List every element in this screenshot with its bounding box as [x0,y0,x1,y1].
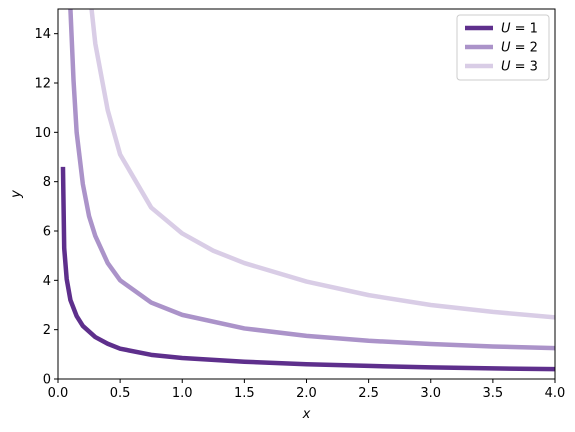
x-tick-label: 3.0 [420,386,441,401]
x-axis: 0.0 0.5 1.0 1.5 2.0 2.5 3.0 3.5 4.0 [48,379,566,401]
x-tick-label: 2.0 [296,386,317,401]
y-tick-label: 6 [43,225,51,240]
x-tick-label: 0.5 [110,386,131,401]
x-tick-label: 2.5 [358,386,379,401]
y-tick-label: 14 [34,27,51,42]
legend: U = 1 U = 2 U = 3 [456,14,550,81]
series-line-u2 [68,9,555,351]
y-tick-label: 2 [43,323,51,338]
y-tick-label: 4 [43,274,51,289]
y-tick-label: 12 [34,77,51,92]
legend-label-u2: U = 2 [501,41,538,56]
x-tick-label: 0.0 [48,386,69,401]
x-tick-label: 3.5 [483,386,504,401]
y-tick-label: 8 [43,175,51,190]
y-axis-label: y [9,190,24,199]
y-axis: 0 2 4 6 8 10 12 14 [34,27,58,388]
x-axis-label: x [302,407,311,422]
legend-label-u3: U = 3 [501,60,538,75]
legend-label-u1: U = 1 [501,22,538,37]
series-line-u3 [89,9,555,320]
series-layer [60,9,555,372]
y-tick-label: 10 [34,126,51,141]
x-tick-label: 4.0 [545,386,566,401]
y-tick-label: 0 [43,373,51,388]
x-tick-label: 1.0 [172,386,193,401]
x-tick-label: 1.5 [234,386,255,401]
series-line-u1 [60,166,555,372]
